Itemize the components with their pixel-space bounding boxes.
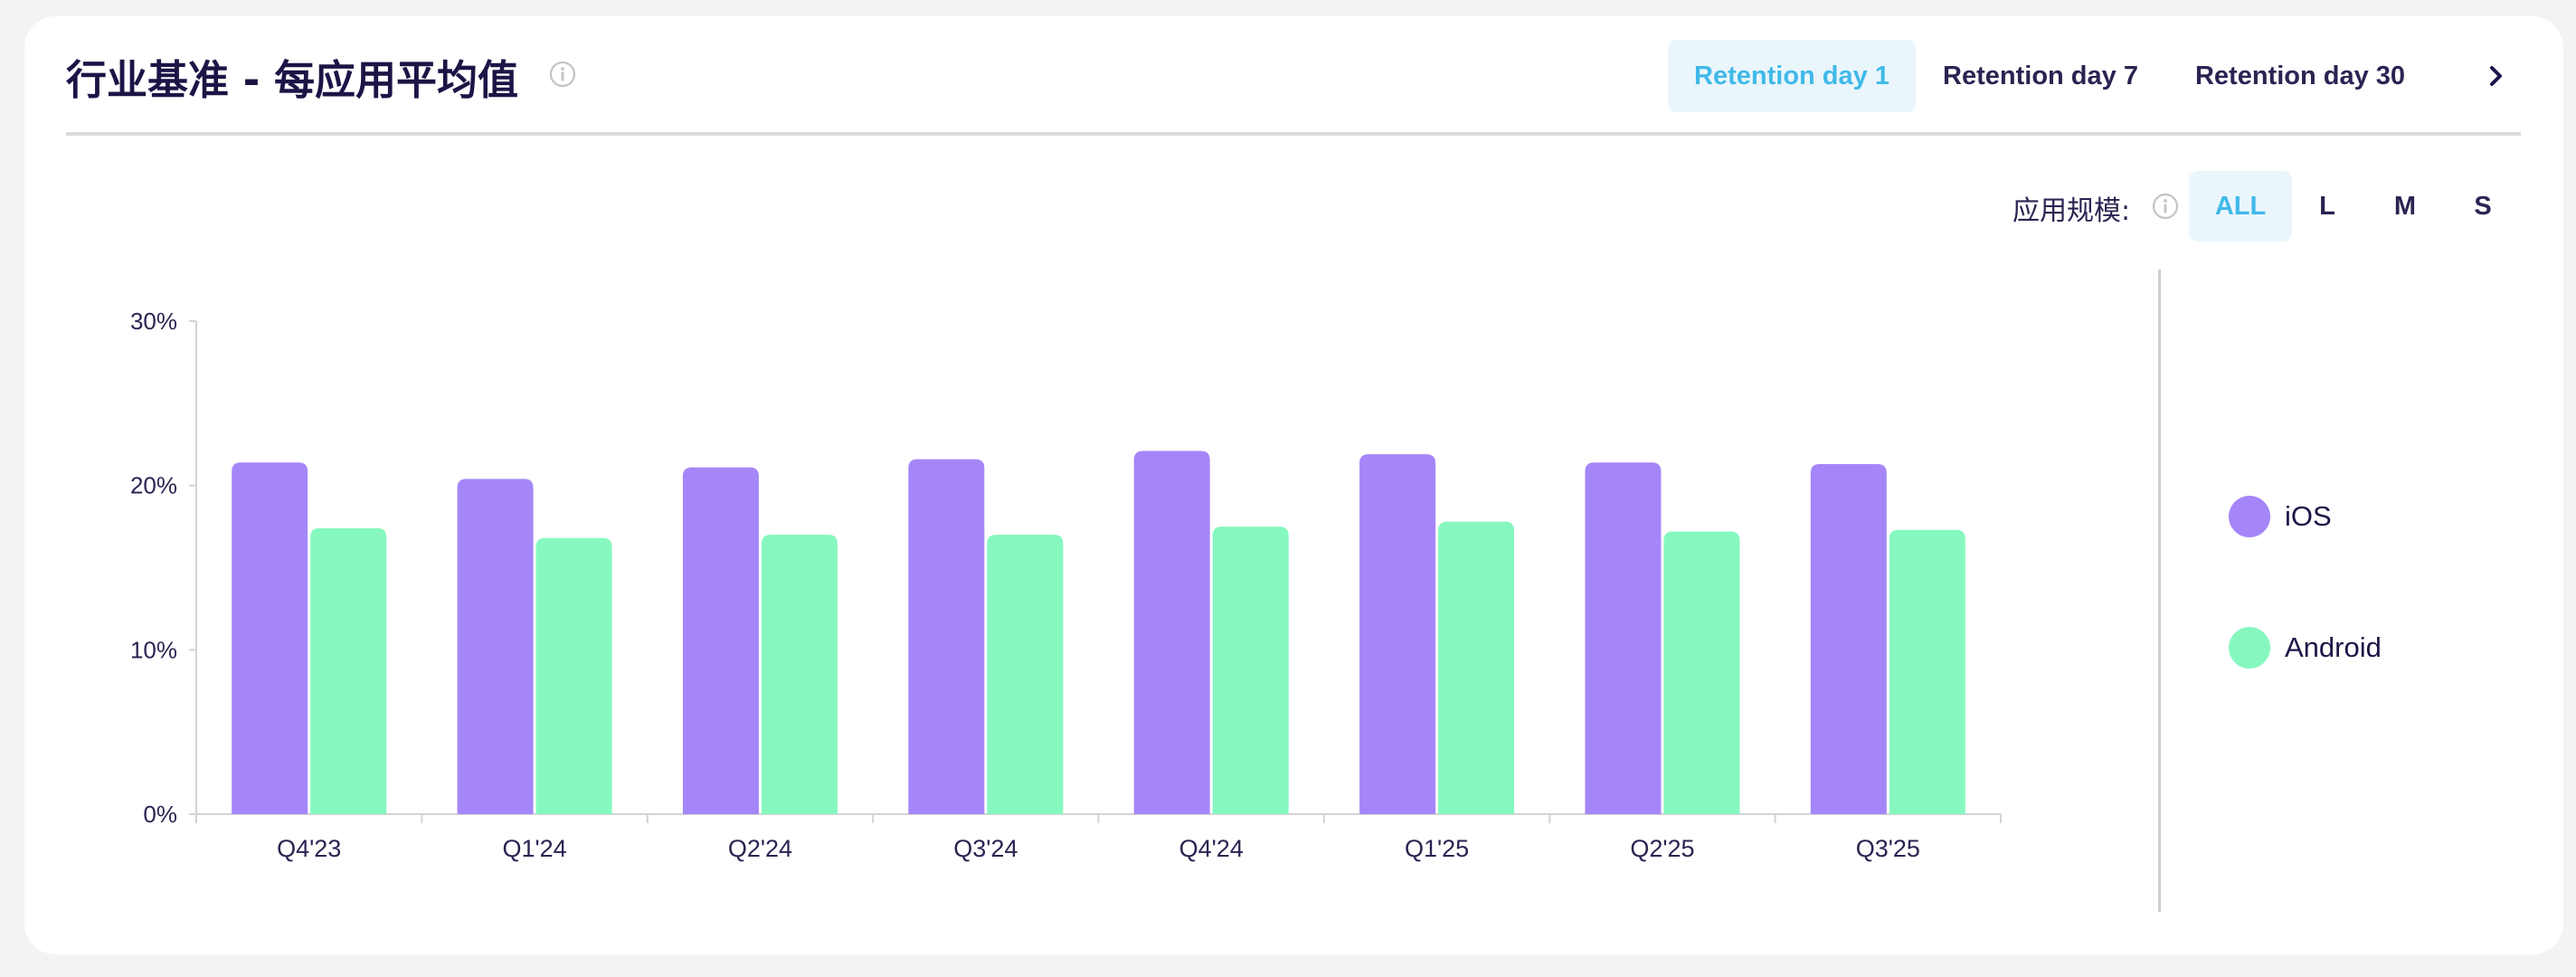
legend-separator (2158, 270, 2161, 912)
legend-item-ios[interactable]: iOS (2229, 495, 2332, 538)
page-title: 行业基准 - 每应用平均值 (66, 56, 519, 104)
legend-swatch-ios (2229, 496, 2270, 537)
bar-ios (232, 462, 308, 814)
bar-ios (908, 459, 985, 814)
x-tick-label: Q1'24 (502, 835, 566, 862)
x-tick-label: Q2'24 (728, 835, 792, 862)
y-tick-label: 30% (130, 308, 177, 335)
x-tick-label: Q1'25 (1405, 835, 1469, 862)
app-size-label: 应用规模: (2012, 195, 2131, 227)
x-tick-label: Q2'25 (1630, 835, 1694, 862)
bar-android (761, 535, 838, 814)
size-filter-l[interactable]: L (2319, 191, 2335, 221)
y-tick-label: 0% (143, 801, 177, 828)
bar-android (1663, 531, 1740, 814)
x-tick-label: Q3'25 (1856, 835, 1920, 862)
bar-android (1889, 529, 1965, 814)
bar-ios (457, 479, 534, 814)
benchmark-card (24, 16, 2563, 954)
y-tick-label: 20% (130, 472, 177, 499)
bar-ios (1810, 464, 1887, 814)
x-tick-label: Q3'24 (953, 835, 1018, 862)
header-divider (66, 132, 2521, 136)
tab-retention-day-30[interactable]: Retention day 30 (2194, 61, 2406, 90)
app-size-info-icon[interactable] (2152, 193, 2179, 220)
legend-label-android: Android (2285, 631, 2382, 663)
size-filter-all[interactable]: ALL (2189, 171, 2292, 242)
legend-item-android[interactable]: Android (2229, 626, 2382, 669)
legend-label-ios: iOS (2285, 500, 2332, 532)
legend-swatch-android (2229, 627, 2270, 669)
chevron-right-icon[interactable] (2478, 58, 2514, 94)
size-filter-s[interactable]: S (2474, 191, 2492, 221)
bar-ios (1585, 462, 1662, 814)
bar-android (310, 527, 387, 814)
bar-android (1438, 521, 1515, 814)
tab-retention-day-7[interactable]: Retention day 7 (1943, 61, 2138, 90)
bar-ios (1359, 454, 1436, 814)
bar-android (535, 537, 612, 814)
y-tick-label: 10% (130, 636, 177, 663)
bar-ios (682, 467, 759, 814)
x-tick-label: Q4'24 (1179, 835, 1244, 862)
bar-android (987, 535, 1064, 814)
bar-android (1212, 526, 1289, 814)
bar-ios (1133, 451, 1210, 814)
info-icon[interactable] (549, 61, 576, 88)
x-tick-label: Q4'23 (277, 835, 341, 862)
tab-retention-day-1[interactable]: Retention day 1 (1668, 40, 1916, 112)
size-filter-m[interactable]: M (2393, 191, 2417, 221)
